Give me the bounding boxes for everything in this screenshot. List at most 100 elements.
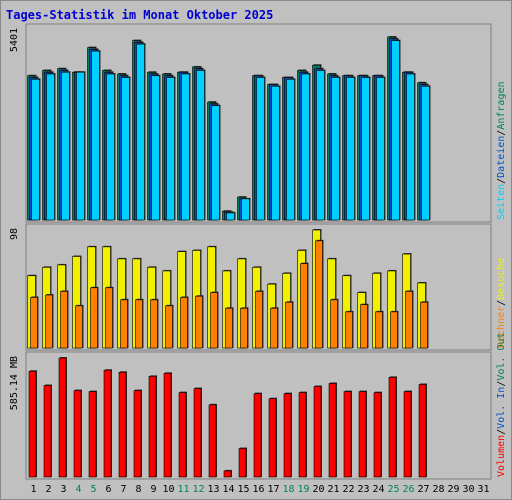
panel-volume-ymax-label: 585.14 MB bbox=[9, 356, 20, 410]
x-tick-label-day-17: 17 bbox=[267, 484, 279, 495]
bar-seiten-day-7 bbox=[121, 77, 130, 221]
x-tick-label-day-4: 4 bbox=[75, 484, 81, 495]
bar-volumen-day-6 bbox=[103, 369, 112, 478]
x-tick-label-day-3: 3 bbox=[60, 484, 66, 495]
bar-seiten-day-6 bbox=[106, 73, 115, 221]
legend-entry-besuche: Besuche bbox=[496, 258, 507, 300]
x-tick-label-day-16: 16 bbox=[252, 484, 264, 495]
bar-volumen-day-15 bbox=[238, 448, 247, 478]
bar-seiten-day-16 bbox=[256, 77, 265, 221]
x-tick-label-day-25: 25 bbox=[387, 484, 399, 495]
legend-entry-vol-out: Vol. Out bbox=[496, 332, 507, 380]
bar-rechner-day-17 bbox=[270, 307, 278, 349]
bar-seiten-day-3 bbox=[61, 71, 70, 221]
x-tick-label-day-8: 8 bbox=[135, 484, 141, 495]
bar-seiten-day-8 bbox=[136, 43, 145, 221]
chart-title: Tages-Statistik im Monat Oktober 2025 bbox=[6, 8, 273, 22]
x-tick-label-day-15: 15 bbox=[237, 484, 249, 495]
bar-rechner-day-3 bbox=[60, 291, 68, 349]
bar-rechner-day-26 bbox=[405, 291, 413, 349]
bar-rechner-day-12 bbox=[195, 295, 203, 349]
bar-volumen-day-27 bbox=[418, 384, 427, 478]
bar-seiten-day-4 bbox=[76, 71, 85, 221]
bar-rechner-day-6 bbox=[105, 287, 113, 349]
legend-separator: / bbox=[496, 130, 507, 136]
x-tick-label-day-20: 20 bbox=[312, 484, 324, 495]
bar-rechner-day-10 bbox=[165, 305, 173, 349]
bar-volumen-day-8 bbox=[133, 390, 142, 478]
bar-rechner-day-23 bbox=[360, 304, 368, 349]
legend-entry-seiten: Seiten bbox=[496, 184, 507, 220]
x-tick-label-day-5: 5 bbox=[90, 484, 96, 495]
bar-volumen-day-12 bbox=[193, 388, 202, 478]
bar-volumen-day-3 bbox=[58, 357, 67, 478]
x-tick-label-day-21: 21 bbox=[327, 484, 339, 495]
bar-rechner-day-4 bbox=[75, 305, 83, 349]
panel-requests: 5401 bbox=[9, 23, 492, 223]
bar-volumen-day-1 bbox=[28, 370, 37, 478]
bar-seiten-day-11 bbox=[181, 73, 190, 221]
x-tick-label-day-31: 31 bbox=[477, 484, 489, 495]
legend-visits: Rechner/Besuche bbox=[496, 258, 507, 348]
bar-volumen-day-22 bbox=[343, 391, 352, 478]
bar-volumen-day-18 bbox=[283, 393, 292, 478]
x-tick-label-day-29: 29 bbox=[447, 484, 459, 495]
x-tick-label-day-12: 12 bbox=[192, 484, 204, 495]
bar-seiten-day-9 bbox=[151, 75, 160, 221]
bar-seiten-day-2 bbox=[46, 73, 55, 221]
panel-volume: 585.14 MB bbox=[9, 351, 492, 480]
panel-requests-ymax-label: 5401 bbox=[9, 28, 20, 52]
bar-seiten-day-21 bbox=[331, 77, 340, 221]
bar-seiten-day-1 bbox=[31, 78, 40, 221]
bar-rechner-day-16 bbox=[255, 291, 263, 349]
x-tick-label-day-13: 13 bbox=[207, 484, 219, 495]
bar-rechner-day-11 bbox=[180, 297, 188, 349]
bar-seiten-day-27 bbox=[421, 86, 430, 221]
bar-rechner-day-9 bbox=[150, 299, 158, 349]
x-tick-label-day-30: 30 bbox=[462, 484, 474, 495]
bar-seiten-day-12 bbox=[196, 70, 205, 221]
bar-seiten-day-10 bbox=[166, 77, 175, 221]
x-tick-label-day-22: 22 bbox=[342, 484, 354, 495]
bar-rechner-day-2 bbox=[45, 294, 53, 349]
bar-seiten-day-24 bbox=[376, 77, 385, 221]
bar-seiten-day-23 bbox=[361, 77, 370, 221]
x-tick-label-day-19: 19 bbox=[297, 484, 309, 495]
bar-rechner-day-1 bbox=[30, 297, 38, 349]
bar-volumen-day-20 bbox=[313, 386, 322, 478]
x-tick-label-day-7: 7 bbox=[120, 484, 126, 495]
bar-volumen-day-23 bbox=[358, 391, 367, 478]
legend-separator: / bbox=[496, 381, 507, 387]
bar-volumen-day-10 bbox=[163, 372, 172, 478]
bar-seiten-day-26 bbox=[406, 73, 415, 221]
bar-volumen-day-21 bbox=[328, 383, 337, 478]
x-tick-label-day-6: 6 bbox=[105, 484, 111, 495]
legend-separator: / bbox=[496, 429, 507, 435]
legend-requests: Seiten/Dateien/Anfragen bbox=[496, 81, 507, 220]
bar-seiten-day-18 bbox=[286, 78, 295, 221]
bar-volumen-day-5 bbox=[88, 391, 97, 478]
bar-rechner-day-15 bbox=[240, 307, 248, 349]
legend-volume: Volumen/Vol. In/Vol. Out bbox=[496, 332, 507, 477]
x-tick-label-day-24: 24 bbox=[372, 484, 384, 495]
bar-rechner-day-27 bbox=[420, 301, 428, 349]
bar-seiten-day-15 bbox=[241, 198, 250, 221]
bar-volumen-day-19 bbox=[298, 392, 307, 478]
legend-separator: / bbox=[496, 178, 507, 184]
bar-rechner-day-22 bbox=[345, 311, 353, 349]
bar-rechner-day-20 bbox=[315, 240, 323, 349]
bar-volumen-day-7 bbox=[118, 371, 127, 478]
bar-volumen-day-4 bbox=[73, 390, 82, 478]
x-tick-label-day-9: 9 bbox=[150, 484, 156, 495]
bar-seiten-day-5 bbox=[91, 50, 100, 221]
panel-visits-ymax-label: 98 bbox=[9, 228, 20, 240]
legend-entry-anfragen: Anfragen bbox=[496, 81, 507, 129]
bar-volumen-day-25 bbox=[388, 377, 397, 478]
bar-rechner-day-14 bbox=[225, 307, 233, 349]
bar-seiten-day-22 bbox=[346, 77, 355, 221]
x-tick-label-day-18: 18 bbox=[282, 484, 294, 495]
bar-seiten-day-14 bbox=[226, 212, 235, 221]
bar-volumen-day-9 bbox=[148, 376, 157, 478]
bar-volumen-day-26 bbox=[403, 391, 412, 478]
